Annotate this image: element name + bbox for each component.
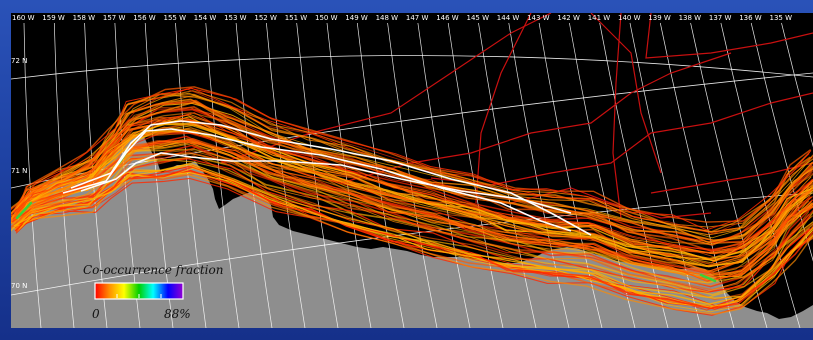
- lon-label: 145 W: [467, 14, 490, 22]
- ice-track-map: 160 W 159 W 158 W 157 W 156 W 155 W 154 W 153 W…: [11, 13, 813, 328]
- lon-label: 152 W: [254, 14, 277, 22]
- lon-label: 149 W: [345, 14, 368, 22]
- lon-label: 135 W: [770, 14, 793, 22]
- lon-label: 151 W: [285, 14, 308, 22]
- lon-label: 140 W: [618, 14, 641, 22]
- lon-label: 150 W: [315, 14, 338, 22]
- lat-label: 72 N: [11, 57, 27, 65]
- lon-label: 156 W: [133, 14, 156, 22]
- lon-label: 159 W: [42, 14, 65, 22]
- lon-label: 153 W: [224, 14, 247, 22]
- lon-label: 146 W: [436, 14, 459, 22]
- lon-label: 144 W: [497, 14, 520, 22]
- lon-label: 137 W: [709, 14, 732, 22]
- lon-label: 139 W: [648, 14, 671, 22]
- lat-label: 71 N: [11, 167, 27, 175]
- lon-label: 136 W: [739, 14, 762, 22]
- lon-label: 141 W: [588, 14, 611, 22]
- lon-label: 138 W: [679, 14, 702, 22]
- lon-label: 154 W: [194, 14, 217, 22]
- lon-label: 147 W: [406, 14, 429, 22]
- legend-min-label: 0: [92, 307, 100, 321]
- lon-label: 142 W: [557, 14, 580, 22]
- lon-label: 157 W: [103, 14, 126, 22]
- lon-label: 143 W: [527, 14, 550, 22]
- lon-label: 160 W: [12, 14, 35, 22]
- legend-max-label: 88%: [164, 307, 191, 321]
- legend-title: Co-occurrence fraction: [83, 263, 223, 277]
- lon-label: 155 W: [164, 14, 187, 22]
- lon-label: 148 W: [376, 14, 399, 22]
- lon-label: 158 W: [73, 14, 96, 22]
- lat-label: 70 N: [11, 282, 27, 290]
